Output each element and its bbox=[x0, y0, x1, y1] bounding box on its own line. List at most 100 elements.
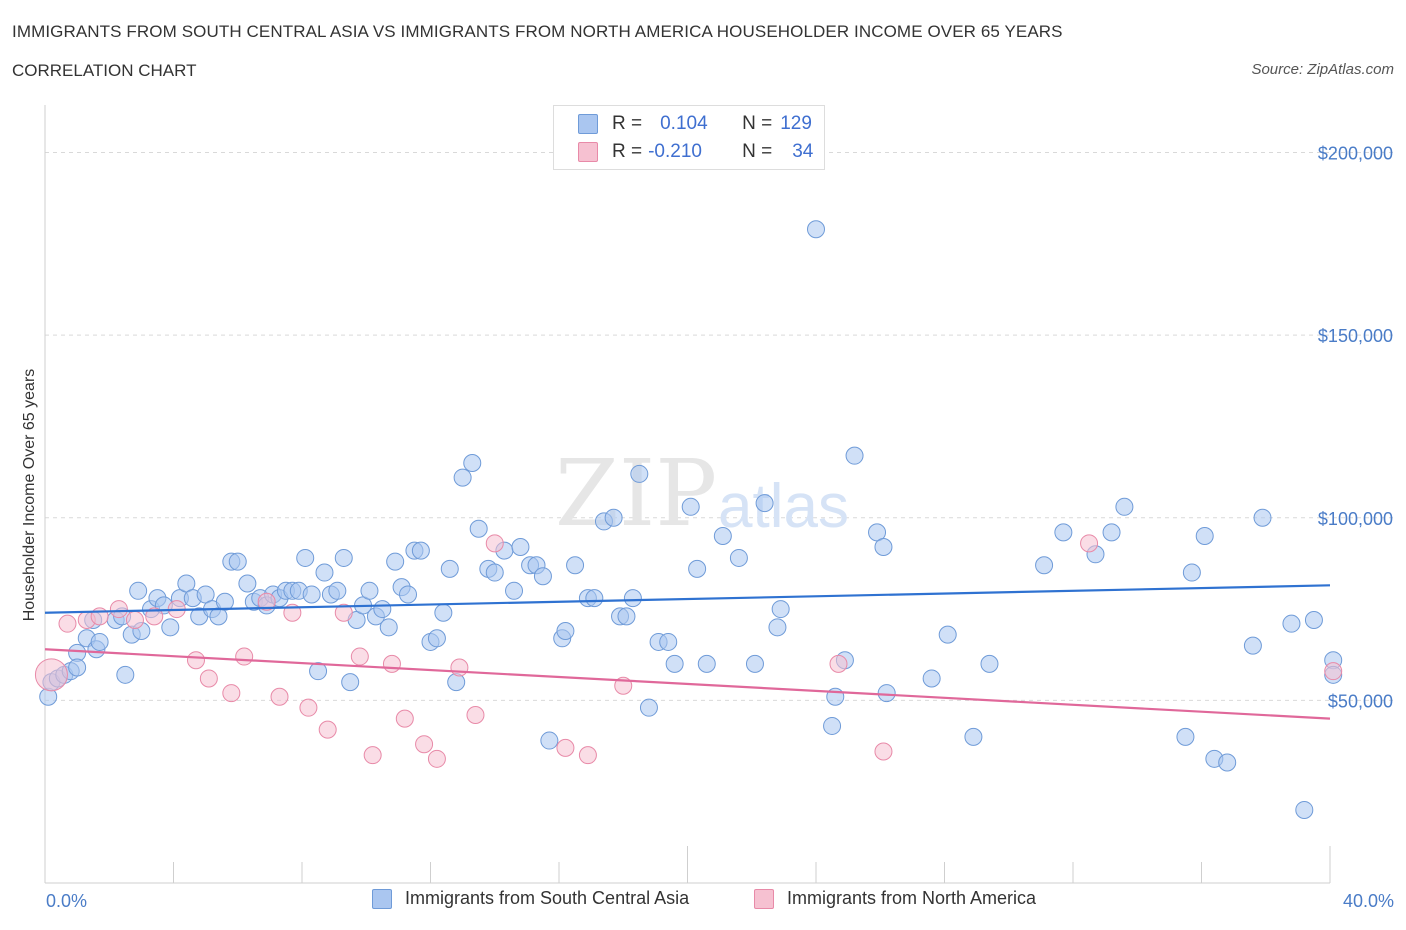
data-point-south-central-asia bbox=[309, 662, 328, 681]
trend-line-south-central-asia bbox=[44, 584, 1331, 614]
data-point-north-america bbox=[318, 720, 337, 739]
y-tick-label: $200,000 bbox=[1318, 144, 1393, 164]
data-point-south-central-asia bbox=[697, 654, 716, 673]
data-point-south-central-asia bbox=[729, 548, 748, 567]
data-point-north-america bbox=[235, 647, 254, 666]
trend-lines bbox=[44, 584, 1331, 720]
chart-subtitle: CORRELATION CHART bbox=[12, 61, 197, 80]
data-point-south-central-asia bbox=[585, 589, 604, 608]
legend-n-value-1: 129 bbox=[780, 113, 812, 134]
axes bbox=[44, 105, 1331, 884]
data-point-south-central-asia bbox=[980, 654, 999, 673]
data-point-south-central-asia bbox=[302, 585, 321, 604]
data-point-south-central-asia bbox=[485, 563, 504, 582]
data-point-south-central-asia bbox=[771, 600, 790, 619]
data-point-south-central-asia bbox=[688, 559, 707, 578]
series-south-central-asia bbox=[39, 220, 1343, 819]
y-tick-label: $100,000 bbox=[1318, 509, 1393, 529]
data-point-south-central-asia bbox=[877, 684, 896, 703]
data-point-south-central-asia bbox=[341, 673, 360, 692]
data-point-south-central-asia bbox=[1253, 508, 1272, 527]
data-point-south-central-asia bbox=[373, 600, 392, 619]
data-point-north-america bbox=[1324, 662, 1343, 681]
legend-item-south-central-asia[interactable]: Immigrants from South Central Asia bbox=[372, 888, 689, 909]
data-point-north-america bbox=[334, 603, 353, 622]
data-point-north-america bbox=[186, 651, 205, 670]
legend-item-north-america[interactable]: Immigrants from North America bbox=[754, 888, 1036, 909]
data-point-south-central-asia bbox=[360, 581, 379, 600]
data-point-south-central-asia bbox=[434, 603, 453, 622]
data-point-south-central-asia bbox=[129, 581, 148, 600]
data-point-north-america bbox=[829, 654, 848, 673]
data-point-south-central-asia bbox=[922, 669, 941, 688]
data-point-south-central-asia bbox=[427, 629, 446, 648]
data-point-south-central-asia bbox=[447, 673, 466, 692]
data-point-south-central-asia bbox=[823, 716, 842, 735]
data-point-south-central-asia bbox=[1195, 527, 1214, 546]
data-point-south-central-asia bbox=[566, 556, 585, 575]
data-point-south-central-asia bbox=[1182, 563, 1201, 582]
data-point-south-central-asia bbox=[399, 585, 418, 604]
data-point-south-central-asia bbox=[453, 468, 472, 487]
data-point-north-america bbox=[363, 746, 382, 765]
data-point-south-central-asia bbox=[215, 592, 234, 611]
data-point-north-america bbox=[395, 709, 414, 728]
data-point-south-central-asia bbox=[533, 567, 552, 586]
data-point-south-central-asia bbox=[630, 464, 649, 483]
legend-swatch-south-central-asia bbox=[372, 888, 392, 909]
legend-n-value-2: 34 bbox=[792, 141, 814, 162]
data-point-north-america bbox=[1080, 534, 1099, 553]
data-point-north-america bbox=[556, 738, 575, 757]
data-point-south-central-asia bbox=[334, 548, 353, 567]
data-point-south-central-asia bbox=[623, 589, 642, 608]
data-point-south-central-asia bbox=[659, 632, 678, 651]
data-point-south-central-asia bbox=[469, 519, 488, 538]
data-point-north-america bbox=[270, 687, 289, 706]
data-point-south-central-asia bbox=[1054, 523, 1073, 542]
source-credit: Source: ZipAtlas.com bbox=[1251, 61, 1394, 78]
data-point-south-central-asia bbox=[379, 618, 398, 637]
data-point-south-central-asia bbox=[1102, 523, 1121, 542]
data-point-south-central-asia bbox=[1035, 556, 1054, 575]
data-point-south-central-asia bbox=[511, 537, 530, 556]
data-point-north-america bbox=[109, 600, 128, 619]
data-point-south-central-asia bbox=[328, 581, 347, 600]
data-point-south-central-asia bbox=[713, 527, 732, 546]
data-point-south-central-asia bbox=[1304, 611, 1323, 630]
data-point-south-central-asia bbox=[617, 607, 636, 626]
data-point-south-central-asia bbox=[411, 541, 430, 560]
legend-swatch-north-america bbox=[754, 888, 774, 909]
data-point-north-america bbox=[299, 698, 318, 717]
watermark-atlas: atlas bbox=[718, 472, 849, 541]
data-point-north-america bbox=[427, 749, 446, 768]
data-point-south-central-asia bbox=[874, 537, 893, 556]
legend-n-label-2: N = bbox=[742, 141, 773, 162]
data-point-south-central-asia bbox=[68, 658, 87, 677]
legend-r-label-1: R = bbox=[612, 113, 643, 134]
data-point-north-america bbox=[125, 611, 144, 630]
legend-label-south-central-asia: Immigrants from South Central Asia bbox=[405, 888, 690, 908]
data-point-south-central-asia bbox=[238, 574, 257, 593]
chart-title: IMMIGRANTS FROM SOUTH CENTRAL ASIA VS IM… bbox=[12, 22, 1063, 41]
data-point-south-central-asia bbox=[964, 727, 983, 746]
legend-swatch-blue bbox=[578, 114, 598, 134]
data-point-south-central-asia bbox=[938, 625, 957, 644]
stats-legend: R = 0.104 N = 129 R = -0.210 N = 34 bbox=[553, 105, 825, 170]
data-point-north-america bbox=[58, 614, 77, 633]
data-point-south-central-asia bbox=[296, 548, 315, 567]
data-point-south-central-asia bbox=[845, 446, 864, 465]
data-point-south-central-asia bbox=[116, 665, 135, 684]
y-tick-labels: $50,000 $100,000 $150,000 $200,000 bbox=[1318, 144, 1393, 712]
data-point-south-central-asia bbox=[1176, 727, 1195, 746]
x-tick-label-max: 40.0% bbox=[1342, 891, 1394, 911]
gridlines bbox=[45, 152, 1395, 701]
data-point-north-america bbox=[34, 658, 68, 692]
data-point-north-america bbox=[466, 705, 485, 724]
data-point-north-america bbox=[450, 658, 469, 677]
legend-r-value-1: 0.104 bbox=[660, 113, 708, 134]
data-point-south-central-asia bbox=[90, 632, 109, 651]
data-point-south-central-asia bbox=[1218, 753, 1237, 772]
x-tick-label-min: 0.0% bbox=[46, 891, 88, 911]
data-point-south-central-asia bbox=[1295, 800, 1314, 819]
